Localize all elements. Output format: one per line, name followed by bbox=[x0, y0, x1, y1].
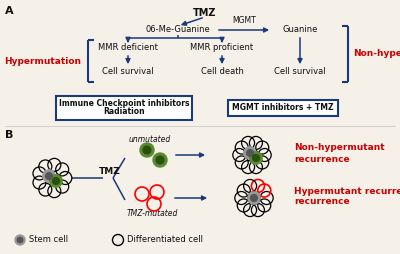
Text: MMR deficient: MMR deficient bbox=[98, 43, 158, 53]
Text: Stem cell: Stem cell bbox=[29, 235, 68, 245]
Circle shape bbox=[251, 195, 257, 201]
FancyBboxPatch shape bbox=[228, 100, 338, 116]
Circle shape bbox=[15, 235, 25, 245]
Text: TMZ-mutated: TMZ-mutated bbox=[126, 210, 178, 218]
Text: recurrence: recurrence bbox=[294, 198, 350, 207]
Text: Cell survival: Cell survival bbox=[274, 68, 326, 76]
Circle shape bbox=[248, 192, 260, 204]
Text: recurrence: recurrence bbox=[294, 154, 350, 164]
Text: TMZ: TMZ bbox=[193, 8, 217, 18]
Text: B: B bbox=[5, 130, 13, 140]
FancyBboxPatch shape bbox=[56, 96, 192, 120]
Circle shape bbox=[143, 146, 151, 154]
Text: MMR proficient: MMR proficient bbox=[190, 43, 254, 53]
Text: Guanine: Guanine bbox=[282, 25, 318, 35]
Text: Immune Checkpoint inhibitors: Immune Checkpoint inhibitors bbox=[59, 100, 189, 108]
Text: Radiation: Radiation bbox=[103, 107, 145, 117]
Circle shape bbox=[17, 237, 23, 243]
Text: Non-hypermutation: Non-hypermutation bbox=[353, 50, 400, 58]
Text: unmutated: unmutated bbox=[129, 135, 171, 145]
Text: MGMT inhibitors + TMZ: MGMT inhibitors + TMZ bbox=[232, 103, 334, 113]
Text: Cell death: Cell death bbox=[200, 68, 244, 76]
Circle shape bbox=[156, 156, 164, 164]
Text: 06-Me-Guanine: 06-Me-Guanine bbox=[146, 25, 210, 35]
Circle shape bbox=[50, 175, 62, 187]
Text: Hypermutation: Hypermutation bbox=[4, 56, 81, 66]
Text: TMZ: TMZ bbox=[99, 167, 121, 177]
Text: Differentiated cell: Differentiated cell bbox=[127, 235, 203, 245]
Circle shape bbox=[46, 173, 52, 179]
Circle shape bbox=[247, 150, 253, 156]
Circle shape bbox=[250, 152, 262, 164]
Text: Non-hypermutant: Non-hypermutant bbox=[294, 142, 385, 151]
Circle shape bbox=[43, 170, 55, 182]
Circle shape bbox=[244, 147, 256, 159]
Text: Cell survival: Cell survival bbox=[102, 68, 154, 76]
Circle shape bbox=[153, 153, 167, 167]
Circle shape bbox=[53, 178, 59, 184]
Text: A: A bbox=[5, 6, 14, 16]
Text: Hypermutant recurrence: Hypermutant recurrence bbox=[294, 187, 400, 197]
Circle shape bbox=[253, 155, 259, 161]
Text: MGMT: MGMT bbox=[232, 16, 256, 25]
Circle shape bbox=[140, 143, 154, 157]
